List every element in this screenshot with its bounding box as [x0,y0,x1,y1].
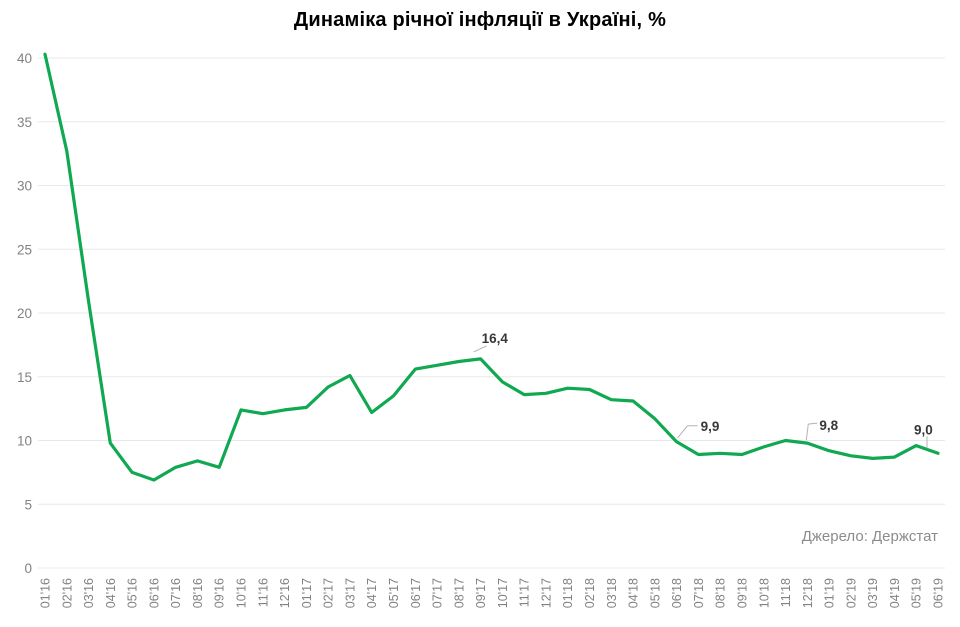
y-axis-label: 10 [17,434,32,449]
annotation-label: 9,8 [819,418,838,433]
annotation-leader-line [677,425,698,439]
x-axis-label: 08'16 [191,578,205,608]
x-axis-label: 01'19 [823,578,837,608]
x-axis-label: 06'18 [670,578,684,608]
x-axis-label: 02'17 [322,578,336,608]
x-axis-label: 01'18 [561,578,575,608]
y-axis-label: 25 [17,242,32,257]
x-axis-label: 09'18 [735,578,749,608]
x-axis-label: 02'19 [844,578,858,608]
x-axis-label: 07'16 [169,578,183,608]
y-axis-label: 40 [17,51,32,66]
x-axis-label: 05'18 [648,578,662,608]
x-axis-label: 05'19 [910,578,924,608]
x-axis-label: 05'17 [387,578,401,608]
y-axis-label: 20 [17,306,32,321]
x-axis-label: 04'16 [104,578,118,608]
x-axis-label: 01'16 [39,578,53,608]
chart-source: Джерело: Держстат [801,528,938,545]
y-axis-label: 15 [17,370,32,385]
x-axis-label: 06'16 [147,578,161,608]
x-axis-label: 09'17 [474,578,488,608]
annotation-leader-line [473,345,487,353]
x-axis-label: 02'16 [60,578,74,608]
x-axis-label: 10'16 [235,578,249,608]
x-axis-label: 03'19 [866,578,880,608]
x-axis-label: 09'16 [213,578,227,608]
x-axis-label: 12'17 [539,578,553,608]
x-axis-label: 04'18 [627,578,641,608]
x-axis-label: 07'17 [431,578,445,608]
x-axis-label: 05'16 [126,578,140,608]
x-axis-label: 07'18 [692,578,706,608]
x-axis-label: 06'17 [409,578,423,608]
x-axis-label: 06'19 [932,578,946,608]
annotation-leader-line [805,422,818,441]
y-axis-label: 30 [17,179,32,194]
x-axis-label: 02'18 [583,578,597,608]
x-axis-label: 03'16 [82,578,96,608]
x-axis-label: 04'17 [365,578,379,608]
x-axis-label: 03'18 [605,578,619,608]
x-axis-label: 10'18 [757,578,771,608]
chart-title: Динаміка річної інфляції в Україні, % [293,9,667,31]
annotation-label: 9,9 [701,419,720,434]
x-axis-label: 08'18 [714,578,728,608]
x-axis-label: 08'17 [452,578,466,608]
y-axis-label: 5 [24,497,32,512]
x-axis-label: 12'16 [278,578,292,608]
x-axis-label: 11'17 [518,578,532,607]
x-axis-label: 11'18 [779,578,793,607]
x-axis-label: 01'17 [300,578,314,608]
annotation-label: 9,0 [914,422,933,437]
x-axis-label: 11'16 [256,578,270,607]
x-axis-label: 12'18 [801,578,815,608]
x-axis-label: 03'17 [343,578,357,608]
annotation-label: 16,4 [482,331,509,346]
y-axis-label: 35 [17,115,32,130]
x-axis-label: 04'19 [888,578,902,608]
x-axis-label: 10'17 [496,578,510,608]
inflation-line [43,52,940,482]
y-axis-label: 0 [24,561,32,576]
